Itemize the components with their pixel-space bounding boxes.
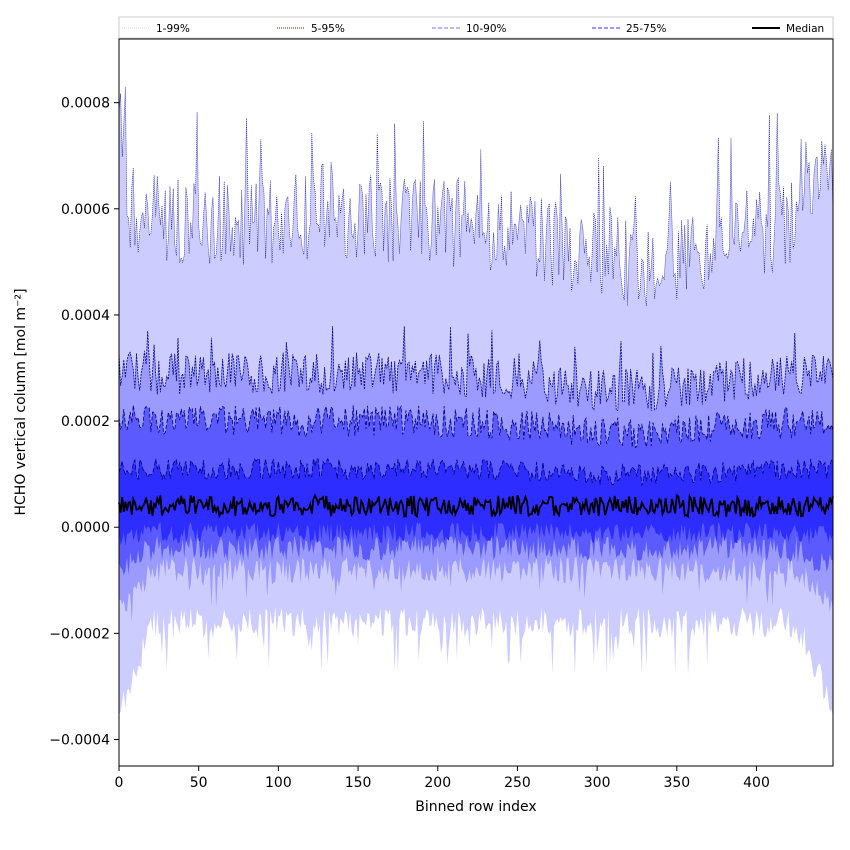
- x-tick-label: 350: [663, 775, 690, 791]
- x-tick-label: 150: [345, 775, 372, 791]
- percentile-bands: [119, 87, 833, 716]
- legend-label: 5-95%: [311, 23, 345, 35]
- x-tick-label: 100: [265, 775, 292, 791]
- legend-label: 1-99%: [156, 23, 190, 35]
- x-tick-label: 300: [584, 775, 611, 791]
- edge-line-p75: [118, 457, 834, 486]
- y-tick-label: 0.0004: [61, 308, 110, 324]
- y-axis-title: HCHO vertical column [mol m⁻²]: [13, 288, 29, 515]
- y-tick-label: 0.0006: [61, 202, 110, 218]
- x-tick-label: 400: [743, 775, 770, 791]
- y-tick-label: −0.0002: [49, 626, 110, 642]
- x-axis-title: Binned row index: [415, 799, 536, 815]
- legend-label: 25-75%: [626, 23, 667, 35]
- median-series: [118, 493, 834, 519]
- legend-box: [118, 16, 834, 39]
- y-tick-label: 0.0002: [61, 414, 110, 430]
- x-tick-label: 50: [190, 775, 208, 791]
- edge-line-p99: [118, 86, 834, 307]
- y-tick-label: 0.0008: [61, 96, 110, 112]
- percentile-edge-lines: [118, 86, 834, 486]
- x-axis: 0 50 100 150 200 250 300 350 400: [115, 766, 770, 791]
- x-tick-label: 0: [115, 775, 124, 791]
- y-axis: −0.0004 −0.0002 0.0000 0.0002 0.0004 0.0006 0.…: [49, 96, 119, 748]
- y-tick-label: 0.0000: [61, 520, 110, 536]
- x-tick-label: 200: [424, 775, 451, 791]
- median-line: [118, 493, 834, 519]
- edge-line-p95: [118, 326, 834, 412]
- legend-label: Median: [786, 23, 824, 35]
- legend: 1-99% 5-95% 10-90% 25-75% Median: [118, 16, 834, 39]
- y-tick-label: −0.0004: [49, 732, 110, 748]
- x-tick-label: 250: [504, 775, 531, 791]
- plot-frame: [118, 38, 834, 767]
- legend-label: 10-90%: [466, 23, 507, 35]
